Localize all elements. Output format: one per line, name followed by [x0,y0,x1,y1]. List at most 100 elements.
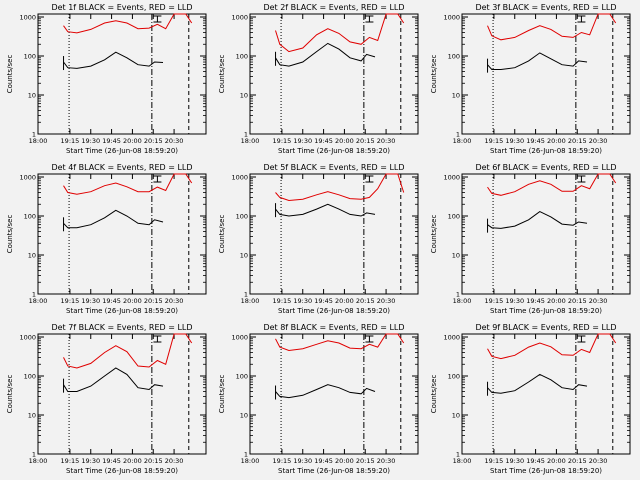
y-tick-label: 1000 [231,14,248,22]
detector-panel-1: Det 1f BLACK = Events, RED = LLD Counts/s… [6,3,207,155]
x-tick-label: 19:30 [293,457,312,465]
x-tick-label: 19:30 [81,137,100,145]
events-series-line [63,367,164,392]
x-tick-label: 19:45 [314,297,333,305]
events-series-line [275,203,376,217]
panel-title: Det 4f BLACK = Events, RED = LLD [51,163,192,172]
y-tick-label: 100 [24,373,36,381]
plot-frame [249,333,419,455]
detector-panel-5: Det 5f BLACK = Events, RED = LLD Counts/s… [218,163,419,315]
x-tick-label: 19:15 [273,137,292,145]
y-tick-label: 10 [240,252,248,260]
x-tick-label: 20:00 [335,457,354,465]
marker-glyph [577,335,586,343]
plot-frame [249,13,419,135]
y-tick-label: 100 [236,373,248,381]
x-axis-label: Start Time (26-Jun-08 18:59:20) [66,467,178,475]
y-tick-label: 1 [456,291,460,299]
events-series-line [487,373,588,394]
y-tick-label: 1 [244,451,248,459]
panel-title: Det 5f BLACK = Events, RED = LLD [263,163,404,172]
plot-frame [461,173,631,295]
panel-title: Det 3f BLACK = Events, RED = LLD [475,3,616,12]
y-axis-label: Counts/sec [430,55,438,94]
y-tick-label: 10 [452,412,460,420]
lld-series-line [63,13,193,34]
marker-glyph [365,175,374,183]
x-tick-label: 20:00 [547,457,566,465]
events-series-line [275,42,376,67]
events-series-line [487,52,588,70]
x-axis-label: Start Time (26-Jun-08 18:59:20) [490,307,602,315]
x-tick-label: 18:00 [241,137,260,145]
y-axis-label: Counts/sec [430,215,438,254]
marker-glyph [365,15,374,23]
x-tick-label: 19:30 [293,297,312,305]
detector-panel-9: Det 9f BLACK = Events, RED = LLD Counts/s… [430,323,631,475]
plot-frame [461,333,631,455]
panel-title: Det 6f BLACK = Events, RED = LLD [475,163,616,172]
events-series-line [275,384,376,399]
x-tick-label: 19:15 [273,297,292,305]
marker-glyph [153,175,162,183]
y-tick-label: 1000 [443,14,460,22]
x-tick-label: 19:45 [102,457,121,465]
x-tick-label: 20:00 [123,457,142,465]
x-tick-label: 18:00 [453,297,472,305]
x-tick-label: 20:00 [335,137,354,145]
lld-series-line [487,173,617,196]
y-tick-label: 10 [240,92,248,100]
y-tick-label: 100 [448,213,460,221]
x-tick-label: 18:00 [29,457,48,465]
x-tick-label: 18:00 [453,137,472,145]
x-tick-label: 19:45 [526,297,545,305]
y-tick-label: 1000 [443,174,460,182]
x-tick-label: 19:15 [61,137,80,145]
x-tick-label: 18:00 [29,297,48,305]
x-tick-label: 19:45 [526,137,545,145]
marker-glyph [153,335,162,343]
x-tick-label: 20:15 [356,297,375,305]
y-tick-label: 100 [236,213,248,221]
y-tick-label: 1 [456,131,460,139]
x-tick-label: 20:00 [123,137,142,145]
x-tick-label: 18:00 [29,137,48,145]
x-axis-label: Start Time (26-Jun-08 18:59:20) [66,307,178,315]
x-tick-label: 19:15 [61,297,80,305]
x-tick-label: 20:00 [547,137,566,145]
x-tick-label: 19:30 [293,137,312,145]
x-axis-label: Start Time (26-Jun-08 18:59:20) [490,147,602,155]
lld-series-line [275,173,405,202]
y-tick-label: 1000 [19,174,36,182]
x-tick-label: 19:15 [485,297,504,305]
x-tick-label: 19:15 [61,457,80,465]
x-tick-label: 19:30 [81,457,100,465]
lld-series-line [275,333,405,352]
x-tick-label: 20:30 [589,297,608,305]
detector-panel-4: Det 4f BLACK = Events, RED = LLD Counts/s… [6,163,207,315]
x-tick-label: 18:00 [453,457,472,465]
plot-frame [37,173,207,295]
x-tick-label: 19:15 [485,457,504,465]
plot-frame [249,173,419,295]
x-tick-label: 18:00 [241,297,260,305]
x-tick-label: 20:15 [144,297,163,305]
y-tick-label: 1 [456,451,460,459]
y-tick-label: 1000 [19,14,36,22]
y-tick-label: 1 [32,451,36,459]
panel-title: Det 1f BLACK = Events, RED = LLD [51,3,192,12]
detector-panel-6: Det 6f BLACK = Events, RED = LLD Counts/s… [430,163,631,315]
x-tick-label: 20:15 [144,137,163,145]
plot-frame [37,333,207,455]
panel-title: Det 9f BLACK = Events, RED = LLD [475,323,616,332]
lld-series-line [487,13,617,41]
x-tick-label: 19:30 [505,297,524,305]
y-tick-label: 1000 [231,334,248,342]
y-tick-label: 10 [28,92,36,100]
x-tick-label: 20:15 [356,137,375,145]
x-tick-label: 20:15 [568,137,587,145]
marker-glyph [577,175,586,183]
marker-glyph [577,15,586,23]
y-tick-label: 1 [32,291,36,299]
